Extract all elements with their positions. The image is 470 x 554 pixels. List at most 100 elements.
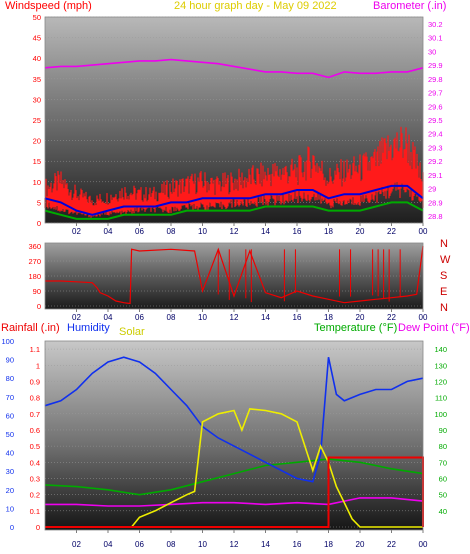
humidity-tick-label: 0.3	[30, 474, 40, 483]
barometer-axis-title: Barometer (.in)	[373, 0, 446, 12]
chart-marks	[44, 58, 424, 528]
barometer-tick-label: 28.8	[428, 212, 443, 221]
x-tick-label: 06	[135, 313, 144, 322]
barometer-tick-label: 29	[428, 185, 436, 194]
x-tick-label: 22	[387, 313, 396, 322]
humidity-tick-label: 0.1	[30, 507, 40, 516]
rainfall-axis-title: Rainfall (.in)	[1, 322, 60, 334]
temperature-tick-label: 50	[439, 491, 447, 500]
rainfall-tick-label: 90	[6, 356, 14, 365]
wind-tick-label: 50	[33, 13, 41, 22]
temperature-tick-label: 110	[435, 394, 447, 403]
barometer-tick-label: 29.8	[428, 75, 443, 84]
x-tick-label: 16	[293, 313, 302, 322]
rainfall-tick-label: 40	[6, 449, 14, 458]
rainfall-tick-label: 80	[6, 374, 14, 383]
x-tick-label: 08	[167, 227, 176, 236]
windspeed-low-line	[44, 201, 424, 220]
humidity-tick-label: 0.4	[30, 458, 40, 467]
temperature-tick-label: 80	[439, 442, 447, 451]
compass-direction-label: N	[440, 238, 448, 250]
x-tick-label: 12	[230, 227, 239, 236]
x-tick-label: 10	[198, 540, 207, 549]
humidity-tick-label: 0.8	[30, 394, 40, 403]
x-tick-label: 02	[72, 540, 81, 549]
direction-panel-frame	[44, 242, 424, 310]
rainfall-tick-label: 20	[6, 486, 14, 495]
humidity-tick-label: 0.9	[30, 377, 40, 386]
direction-tick-label: 180	[28, 272, 41, 281]
wind-tick-label: 20	[33, 137, 41, 146]
temperature-tick-label: 120	[434, 377, 447, 386]
temperature-tick-label: 130	[434, 361, 447, 370]
x-tick-label: 20	[356, 313, 365, 322]
direction-tick-label: 0	[37, 302, 41, 311]
temperature-tick-label: 60	[439, 474, 447, 483]
temperature-tick-label: 70	[439, 458, 447, 467]
wind-tick-label: 45	[33, 34, 41, 43]
barometer-tick-label: 28.9	[428, 198, 443, 207]
humidity-tick-label: 0.6	[30, 426, 40, 435]
x-tick-label: 16	[293, 540, 302, 549]
barometer-tick-label: 29.2	[428, 157, 443, 166]
tick-labels: 0510152025303540455028.828.92929.129.229…	[1, 13, 451, 549]
x-tick-label: 08	[167, 540, 176, 549]
x-tick-label: 00	[419, 313, 428, 322]
x-tick-label: 12	[230, 540, 239, 549]
rainfall-tick-label: 0	[10, 523, 14, 532]
x-tick-label: 22	[387, 227, 396, 236]
direction-tick-label: 360	[28, 242, 41, 251]
humidity-tick-label: 0.2	[30, 491, 40, 500]
x-tick-label: 04	[104, 540, 113, 549]
rainfall-tick-label: 10	[6, 504, 14, 513]
humidity-tick-label: 0.7	[30, 410, 40, 419]
x-tick-label: 18	[324, 227, 333, 236]
x-tick-label: 20	[356, 540, 365, 549]
wind-tick-label: 40	[33, 54, 41, 63]
barometer-tick-label: 29.6	[428, 102, 443, 111]
x-tick-label: 10	[198, 227, 207, 236]
humidity-tick-label: 1	[36, 361, 40, 370]
humidity-line	[44, 356, 424, 483]
x-tick-label: 20	[356, 227, 365, 236]
x-tick-label: 04	[104, 313, 113, 322]
temperature-axis-title: Temperature (°F)	[314, 322, 397, 334]
wind-tick-label: 35	[33, 75, 41, 84]
wind-tick-label: 15	[33, 157, 41, 166]
barometer-tick-label: 30	[428, 47, 436, 56]
x-tick-label: 14	[261, 313, 270, 322]
direction-tick-label: 270	[28, 257, 41, 266]
x-tick-label: 22	[387, 540, 396, 549]
x-tick-label: 12	[230, 313, 239, 322]
x-tick-label: 06	[135, 227, 144, 236]
barometer-tick-label: 29.3	[428, 143, 443, 152]
x-tick-label: 14	[261, 227, 270, 236]
solar-axis-title: Solar	[119, 326, 145, 338]
graph-title: 24 hour graph day - May 09 2022	[174, 0, 337, 12]
x-tick-label: 04	[104, 227, 113, 236]
wind-panel-frame	[44, 16, 424, 224]
rainfall-tick-label: 100	[1, 337, 14, 346]
x-tick-label: 02	[72, 313, 81, 322]
climate-panel-background	[45, 341, 423, 530]
barometer-tick-label: 29.4	[428, 130, 443, 139]
barometer-tick-label: 29.9	[428, 61, 443, 70]
dewpoint-line	[45, 497, 424, 507]
humidity-tick-label: 0	[36, 523, 40, 532]
humidity-tick-label: 1.1	[30, 345, 40, 354]
wind-tick-label: 0	[37, 219, 41, 228]
temperature-tick-label: 40	[439, 507, 447, 516]
barometer-line	[44, 58, 424, 79]
barometer-tick-label: 30.2	[428, 20, 443, 29]
rainfall-tick-label: 60	[6, 411, 14, 420]
wind-direction-line	[45, 245, 424, 305]
barometer-tick-label: 29.7	[428, 89, 443, 98]
rainfall-tick-label: 30	[6, 467, 14, 476]
compass-direction-label: W	[440, 254, 451, 266]
solar-line	[45, 408, 423, 528]
rainfall-tick-label: 70	[6, 393, 14, 402]
x-tick-label: 08	[167, 313, 176, 322]
temperature-tick-label: 90	[439, 426, 447, 435]
rainfall-tick-label: 50	[6, 430, 14, 439]
wind-tick-label: 25	[33, 116, 41, 125]
